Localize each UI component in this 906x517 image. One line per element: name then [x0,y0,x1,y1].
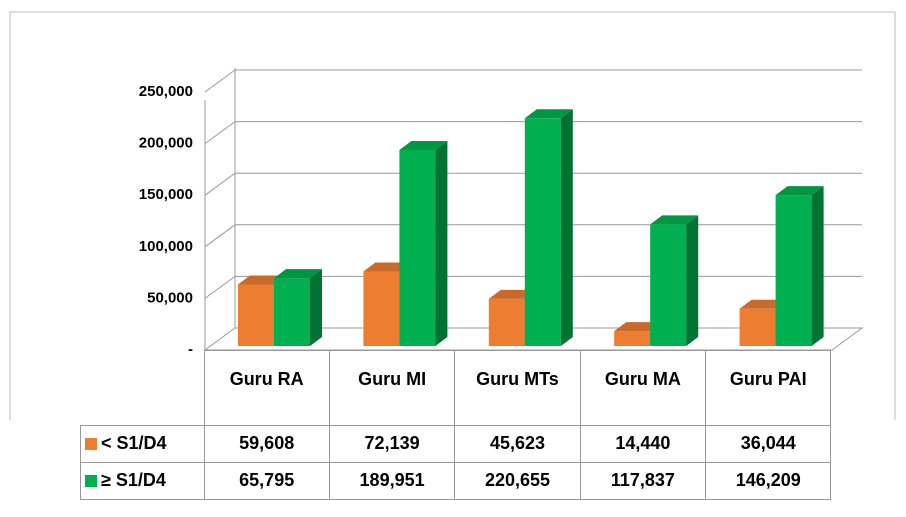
legend-label: < S1/D4 [101,433,167,453]
legend-swatch [85,475,97,488]
corner [80,350,205,426]
value-cell: 14,440 [579,424,707,463]
grid-line [204,121,862,145]
header-row: Guru RA Guru MI Guru MTs Guru MA Guru PAI [80,350,832,426]
category-label: Guru PAI [729,369,807,389]
value-cell: 117,837 [579,461,707,500]
value-label: 117,837 [610,470,675,490]
category-cell: Guru PAI [705,350,832,426]
value-label: 220,655 [484,470,551,490]
value-label: 72,139 [364,433,420,453]
series-row: ≥ S1/D4 65,795 189,951 220,655 117,837 146,20… [80,461,832,500]
value-cell: 189,951 [328,461,456,500]
bar [775,186,824,346]
value-cell: 45,623 [454,424,581,463]
bar-side [435,140,448,346]
y-tick-label: - [188,341,193,358]
legend-swatch [85,438,97,451]
y-tick-label: 50,000 [147,289,193,306]
value-label: 59,608 [239,433,295,453]
y-tick-label: 100,000 [139,238,193,255]
value-label: 65,795 [239,470,295,490]
value-cell: 36,044 [705,424,832,463]
bar-top [399,140,448,150]
category-label: Guru MTs [476,369,559,389]
category-cell: Guru MTs [454,350,581,426]
bar-front [274,278,310,346]
y-tick-label: 150,000 [139,186,193,203]
category-label: Guru RA [229,369,304,389]
y-tick-label: 250,000 [139,83,193,100]
value-cell: 72,139 [328,424,456,463]
bar [524,109,573,346]
value-label: 36,044 [740,433,796,453]
bar-front [363,271,400,346]
value-cell: 146,209 [705,461,832,500]
legend-label: ≥ S1/D4 [101,470,166,490]
value-label: 45,623 [489,433,545,453]
value-cell: 220,655 [454,461,581,500]
category-label: Guru MA [604,369,681,389]
bar-side [310,269,322,346]
value-label: 189,951 [359,470,425,490]
value-label: 14,440 [615,433,671,453]
value-cell: 59,608 [203,424,330,463]
category-cell: Guru MA [579,350,707,426]
bar-front [399,149,436,346]
bar-front [238,284,274,346]
value-label: 146,209 [735,470,801,490]
data-table: Guru RA Guru MI Guru MTs Guru MA Guru PAI < S… [80,350,832,500]
bar-top [524,109,573,119]
bar-side [686,215,699,346]
category-label: Guru MI [358,369,427,389]
bar-front [775,195,812,346]
bar-front [614,331,651,346]
bar-side [560,109,573,346]
bar-top [274,269,322,279]
bar-top [775,186,824,196]
y-tick-label: 200,000 [139,135,193,152]
grid-line [204,172,862,196]
category-cell: Guru RA [203,350,330,426]
legend-cell: ≥ S1/D4 [80,461,205,500]
chart-border [9,11,896,420]
bar-top [650,215,699,225]
grid-line [204,69,862,93]
bar-side [811,186,824,346]
bar-front [739,308,776,346]
bar [399,140,448,346]
value-cell: 65,795 [203,461,330,500]
category-cell: Guru MI [328,350,456,426]
series-row: < S1/D4 59,608 72,139 45,623 14,440 36,044 [80,424,832,463]
bar [650,215,699,346]
bar-front [650,224,687,346]
legend-cell: < S1/D4 [80,424,205,463]
bar [274,269,322,346]
bar-front [524,118,561,346]
bar-front [488,298,525,346]
